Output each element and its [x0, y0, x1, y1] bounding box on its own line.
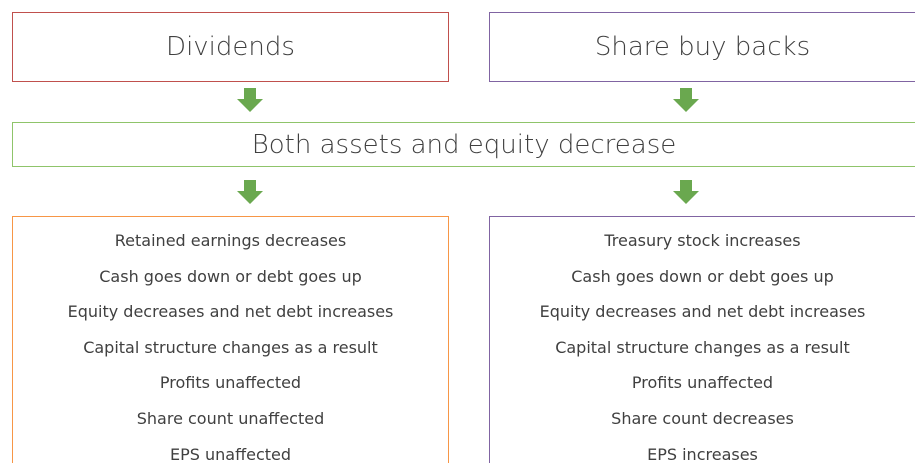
effect-item: Treasury stock increases	[604, 231, 801, 250]
effect-item: Equity decreases and net debt increases	[539, 302, 866, 322]
effect-item: Share count unaffected	[136, 408, 325, 428]
effect-item: Profits unaffected	[631, 373, 774, 393]
arrow	[237, 180, 263, 204]
dividends-effects: Retained earnings decreases Cash goes dow…	[12, 216, 449, 463]
buybacks-box: Share buy backs	[489, 12, 915, 82]
arrow	[237, 88, 263, 112]
box-title: Dividends	[166, 32, 295, 62]
effect-item: Profits unaffected	[159, 373, 302, 393]
arrow	[673, 180, 699, 204]
arrow	[673, 88, 699, 112]
dividends-box: Dividends	[12, 12, 449, 82]
box-title: Both assets and equity decrease	[251, 129, 677, 160]
effect-item: EPS increases	[647, 444, 758, 463]
buybacks-effects: Treasury stock increases Cash goes down o…	[489, 216, 915, 463]
effect-item: Cash goes down or debt goes up	[571, 266, 834, 286]
effect-item: EPS unaffected	[169, 444, 292, 463]
effect-item: Capital structure changes as a result	[555, 337, 850, 357]
effect-item: Equity decreases and net debt increases	[67, 302, 394, 322]
effect-item: Capital structure changes as a result	[83, 337, 378, 357]
effect-item: Cash goes down or debt goes up	[99, 266, 362, 286]
effect-item: Share count decreases	[611, 408, 794, 428]
box-title: Share buy backs	[594, 32, 811, 62]
effect-item: Retained earnings decreases	[114, 231, 347, 250]
middle-box: Both assets and equity decrease	[12, 122, 915, 167]
